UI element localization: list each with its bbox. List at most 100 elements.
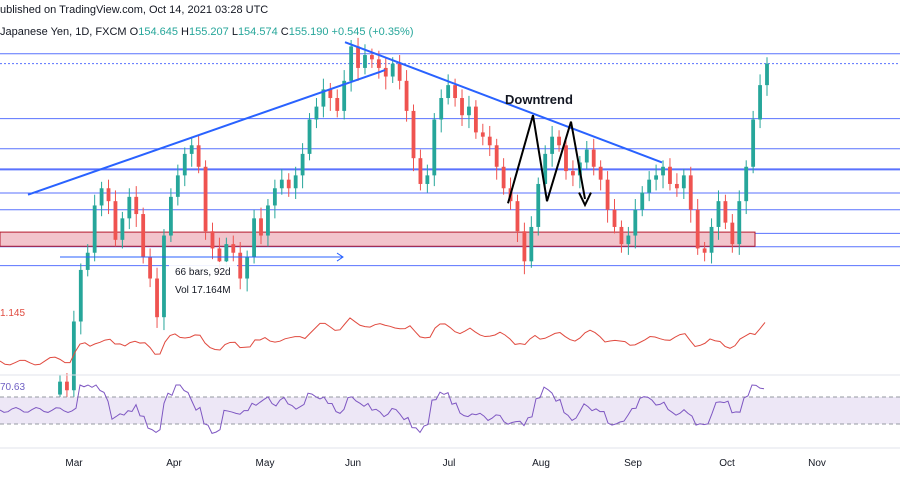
candle-body: [134, 196, 139, 215]
candle-body: [647, 179, 652, 193]
candle-body: [591, 149, 596, 167]
candle-body: [342, 80, 347, 111]
candle-body: [536, 183, 541, 227]
candle-body: [598, 166, 603, 180]
indicator1-pane: [0, 317, 900, 376]
candle-body: [259, 218, 263, 236]
candle-body: [522, 231, 527, 262]
candle-body: [397, 63, 402, 81]
candle-body: [78, 269, 83, 322]
candle-body: [758, 85, 762, 120]
candle-body: [65, 381, 69, 391]
candle-body: [300, 153, 305, 176]
trendlines[interactable]: [27, 41, 663, 196]
close-value: 155.190: [288, 26, 329, 38]
candle-body: [383, 67, 388, 77]
candle-body: [737, 201, 742, 245]
candle-body: [515, 201, 520, 232]
candle-body: [328, 89, 333, 99]
candle-body: [411, 110, 416, 159]
candle-body: [370, 55, 374, 60]
candle-body: [709, 226, 714, 253]
time-axis-label: Sep: [624, 458, 642, 469]
open-value: 154.645: [138, 26, 178, 38]
candle-body: [688, 175, 693, 210]
candle-body: [363, 55, 367, 68]
candle-body: [224, 244, 229, 262]
candle-body: [99, 188, 104, 206]
support-zone[interactable]: [0, 231, 756, 247]
uptrend-line: [27, 69, 386, 196]
candle-body: [640, 192, 645, 210]
candlesticks: [58, 37, 769, 401]
candle-body: [175, 175, 180, 197]
candle-body: [217, 248, 222, 262]
candle-body: [605, 179, 610, 210]
measure-arrow[interactable]: [60, 252, 344, 262]
candle-body: [404, 80, 409, 111]
candle-body: [460, 98, 464, 116]
high-value: 155.207: [188, 26, 229, 38]
candle-body: [668, 166, 672, 184]
candle-body: [674, 183, 679, 189]
candle-body: [501, 166, 506, 189]
candle-body: [487, 136, 492, 146]
candle-body: [203, 166, 208, 232]
candle-body: [189, 145, 194, 154]
candle-body: [446, 85, 451, 99]
time-axis-label: Nov: [808, 458, 826, 469]
candle-body: [168, 196, 173, 236]
candle-body: [557, 136, 561, 146]
candle-body: [113, 201, 118, 240]
candle-body: [162, 235, 166, 318]
candle-body: [307, 119, 312, 154]
candle-body: [272, 188, 277, 206]
candle-body: [196, 145, 201, 167]
candle-body: [390, 63, 395, 77]
candle-body: [279, 179, 284, 189]
time-axis-label: Jun: [344, 458, 362, 469]
candle-body: [356, 46, 360, 68]
high-label: H: [181, 26, 189, 38]
candle-body: [543, 153, 548, 184]
zigzag-line: [507, 114, 586, 204]
rsi-value: 70.63: [0, 382, 26, 393]
downtrend-label: Downtrend: [505, 92, 573, 107]
indicator1-line: [0, 317, 766, 366]
candle-body: [550, 136, 555, 154]
candle-body: [467, 106, 471, 116]
candle-body: [612, 209, 617, 227]
candle-body: [314, 106, 319, 120]
candle-body: [155, 278, 159, 318]
measure-tooltip: 66 bars, 92d Vol 17.164M: [169, 262, 237, 302]
candle-body: [751, 119, 756, 167]
candle-body: [106, 188, 111, 202]
rsi-band: [0, 397, 900, 424]
candle-body: [85, 252, 90, 270]
candle-body: [681, 175, 686, 189]
candle-body: [141, 214, 146, 258]
candle-body: [744, 166, 749, 202]
rsi-line: [0, 384, 765, 434]
candle-body: [231, 244, 236, 253]
candle-body: [723, 201, 728, 223]
candle-body: [349, 46, 354, 81]
candle-body: [661, 166, 665, 176]
symbol-name: Japanese Yen, 1D, FXCM: [0, 26, 127, 38]
candle-body: [702, 248, 707, 253]
rsi-pane: [0, 384, 900, 449]
time-axis-label: Mar: [65, 458, 83, 469]
candle-body: [432, 119, 437, 176]
time-axis-label: May: [255, 458, 275, 469]
candle-body: [619, 226, 624, 245]
close-label: C: [280, 26, 289, 38]
candle-body: [473, 106, 478, 133]
candle-body: [71, 321, 76, 391]
candle-body: [418, 158, 423, 184]
candle-body: [293, 175, 298, 189]
candle-body: [376, 59, 381, 68]
zigzag-pattern[interactable]: [507, 114, 592, 208]
candle-body: [266, 205, 270, 236]
time-axis-label: Jul: [442, 458, 456, 469]
